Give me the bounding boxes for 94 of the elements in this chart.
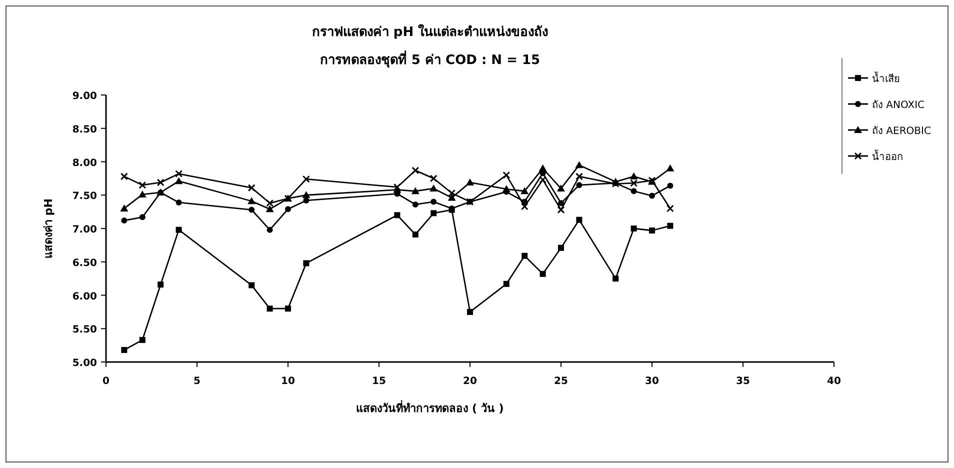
legend-label: น้ำออก: [872, 149, 903, 163]
x-tick-label: 5: [194, 376, 201, 387]
point: [502, 185, 510, 192]
point: [630, 179, 638, 187]
x-tick-label: 10: [281, 376, 295, 387]
point: [576, 182, 582, 188]
legend-label: น้ำเสีย: [872, 71, 900, 85]
point: [520, 202, 528, 210]
point: [430, 198, 437, 205]
legend-label: ถัง AEROBIC: [872, 126, 931, 137]
point: [266, 306, 273, 312]
y-tick-label: 6.50: [72, 258, 98, 269]
y-tick-label: 5.00: [72, 358, 98, 369]
x-tick-label: 30: [645, 376, 659, 387]
point: [248, 184, 256, 192]
point: [649, 192, 655, 199]
point: [522, 252, 528, 259]
y-axis-title: แสดงค่า pH: [42, 198, 55, 258]
point: [303, 260, 310, 266]
point: [630, 226, 637, 232]
y-tick-label: 6.00: [72, 291, 98, 302]
point: [248, 282, 255, 288]
point: [666, 164, 674, 172]
point: [558, 244, 564, 251]
point: [557, 206, 565, 214]
point: [285, 306, 291, 312]
point: [302, 175, 310, 183]
y-tick-label: 7.50: [72, 191, 98, 202]
point: [411, 187, 420, 194]
legend-label: ถัง ANOXIC: [872, 100, 925, 111]
y-tick-label: 7.00: [72, 224, 98, 236]
point: [558, 200, 564, 206]
chart-subtitle: การทดลองชุดที่ 5 ค่า COD : N = 15: [320, 50, 540, 68]
point: [412, 232, 418, 238]
point: [394, 212, 400, 218]
point: [176, 226, 182, 233]
point: [121, 217, 128, 224]
y-tick-label: 9.00: [72, 91, 98, 102]
point: [175, 170, 183, 178]
point: [158, 282, 164, 288]
point: [666, 204, 674, 212]
x-axis-title: แสดงวันที่ทำการทดลอง ( วัน ): [356, 400, 504, 415]
point: [120, 204, 128, 212]
point: [430, 210, 437, 216]
point: [448, 194, 456, 201]
point: [121, 346, 128, 353]
point: [139, 336, 146, 343]
point: [448, 189, 456, 197]
point: [466, 178, 474, 186]
point: [266, 199, 274, 207]
point: [138, 181, 146, 189]
point: [120, 172, 128, 180]
x-tick-label: 35: [736, 376, 750, 387]
y-tick-label: 5.50: [72, 324, 98, 336]
point: [412, 166, 420, 174]
point: [266, 226, 273, 233]
point: [503, 280, 510, 287]
point: [540, 270, 546, 277]
point: [176, 199, 182, 206]
point: [248, 206, 255, 213]
point: [412, 201, 418, 208]
point: [430, 174, 438, 182]
point: [667, 222, 674, 229]
point: [248, 197, 256, 204]
point: [520, 187, 529, 194]
x-tick-label: 15: [372, 376, 386, 387]
point: [667, 182, 674, 189]
point: [575, 161, 584, 168]
point: [430, 184, 438, 192]
point: [539, 176, 547, 184]
point: [139, 214, 146, 220]
point: [302, 191, 310, 198]
point: [467, 308, 473, 315]
point: [138, 190, 146, 198]
point: [576, 216, 582, 223]
point: [557, 184, 565, 192]
point: [649, 228, 655, 234]
point: [174, 177, 183, 184]
x-tick-label: 20: [463, 376, 477, 387]
point: [630, 188, 637, 194]
point: [575, 172, 583, 180]
x-tick-label: 40: [827, 376, 841, 387]
y-tick-label: 8.50: [72, 124, 98, 136]
y-tick-label: 8.00: [72, 158, 98, 169]
chart-title: กราฟแสดงค่า pH ในแต่ละตำแหน่งของถัง: [312, 23, 548, 40]
point: [502, 171, 510, 179]
point: [266, 205, 274, 212]
point: [630, 172, 638, 180]
point: [538, 164, 547, 172]
point: [612, 276, 619, 282]
point: [156, 178, 164, 186]
x-tick-label: 25: [554, 376, 568, 387]
point: [285, 206, 291, 212]
x-tick-label: 0: [102, 376, 110, 387]
